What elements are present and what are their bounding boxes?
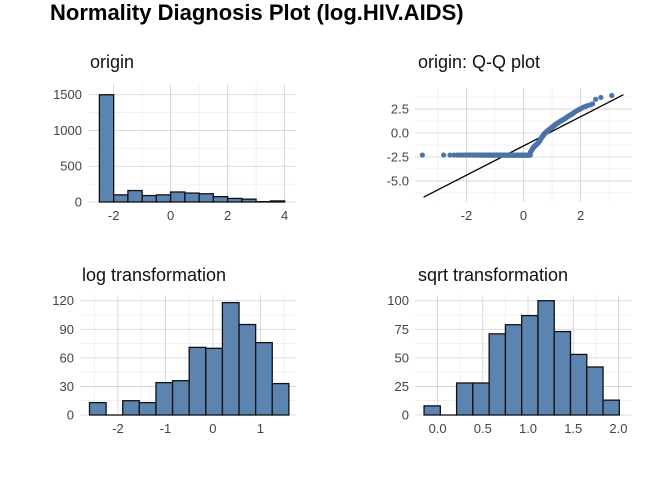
- y-tick-label: 75: [395, 322, 409, 337]
- page-title: Normality Diagnosis Plot (log.HIV.AIDS): [50, 0, 464, 25]
- histogram-bar: [586, 366, 604, 416]
- qq-point: [609, 92, 615, 99]
- histogram-bar: [602, 399, 620, 416]
- y-tick-label: 2.5: [391, 102, 409, 117]
- histogram-bar: [238, 323, 257, 416]
- histogram-bar: [141, 194, 158, 203]
- histogram-bar: [271, 382, 290, 416]
- x-tick-label: 1: [257, 421, 264, 436]
- histogram-bar: [88, 401, 107, 416]
- histogram-bar: [269, 200, 286, 203]
- x-tick-label: 1.5: [564, 421, 582, 436]
- qq-point: [593, 96, 599, 102]
- panel-origin-histogram: origin -2 0 2 4 0 500 1000 1500: [53, 52, 296, 223]
- qq-point: [590, 101, 596, 107]
- panel-title-qq: origin: Q-Q plot: [418, 52, 540, 72]
- histogram-bar: [212, 195, 229, 203]
- panel-origin-qq: origin: Q-Q plot -2 0 2 -5.0 -2.5 0.0 2.5: [387, 52, 632, 223]
- histogram-bar: [205, 347, 224, 416]
- x-tick-label: -2: [112, 421, 124, 436]
- x-tick-label: 0.5: [474, 421, 492, 436]
- histogram-bar: [155, 194, 172, 203]
- histogram-bar: [472, 382, 490, 416]
- x-tick-label: 4: [281, 208, 288, 223]
- y-tick-label: 0: [402, 408, 409, 423]
- histogram-bar: [455, 382, 474, 416]
- y-tick-label: 1500: [53, 87, 82, 102]
- x-tick-label: 0: [167, 208, 174, 223]
- histogram-bar: [138, 401, 157, 416]
- y-tick-label: 25: [395, 379, 409, 394]
- histogram-bar: [537, 300, 555, 416]
- histogram-bar: [127, 189, 143, 203]
- histogram-bar: [198, 193, 215, 203]
- x-tick-label: 1.0: [519, 421, 537, 436]
- histogram-bar: [98, 94, 115, 203]
- qq-reference-line: [423, 94, 624, 198]
- panel-sqrt-histogram: sqrt transformation 0.0 0.5 1.0 1.5 2.0 0 25 50…: [387, 265, 632, 436]
- histogram-bar: [504, 324, 523, 416]
- qq-point: [441, 152, 447, 158]
- y-tick-label: -2.5: [387, 149, 409, 164]
- qq-point: [598, 94, 604, 101]
- x-tick-label: 0: [209, 421, 216, 436]
- histogram-bar: [171, 380, 190, 416]
- y-tick-label: 500: [60, 159, 82, 174]
- y-tick-label: 0: [75, 195, 82, 210]
- qq-point: [419, 152, 425, 158]
- histogram-bar: [122, 400, 140, 416]
- y-tick-label: 100: [387, 293, 409, 308]
- x-tick-label: 0: [520, 208, 527, 223]
- histogram-bar: [553, 330, 572, 416]
- y-tick-label: -5.0: [387, 173, 409, 188]
- x-tick-label: -2: [108, 208, 120, 223]
- qq-point: [447, 152, 453, 158]
- x-tick-label: -1: [160, 421, 172, 436]
- histogram-bar: [241, 198, 257, 203]
- histogram-bar: [569, 353, 588, 416]
- panel-title-log: log transformation: [82, 265, 226, 285]
- histogram-bar: [221, 301, 240, 416]
- histogram-bar: [423, 405, 441, 416]
- x-tick-label: 2: [224, 208, 231, 223]
- panel-title-origin: origin: [90, 52, 134, 72]
- panel-log-histogram: log transformation -2 -1 0 1 0 30 60 90 120: [52, 265, 296, 436]
- histogram-bar: [521, 314, 539, 416]
- y-tick-label: 0: [67, 408, 74, 423]
- histogram-bar: [155, 381, 174, 416]
- histogram-bar: [184, 192, 200, 203]
- y-tick-label: 90: [60, 322, 74, 337]
- x-tick-label: 0.0: [429, 421, 447, 436]
- x-tick-label: -2: [461, 208, 473, 223]
- y-tick-label: 60: [60, 350, 74, 365]
- x-tick-label: 2.0: [609, 421, 627, 436]
- histogram-bar: [254, 341, 273, 416]
- histogram-bar: [226, 197, 243, 203]
- y-tick-label: 120: [52, 293, 74, 308]
- y-tick-label: 1000: [53, 123, 82, 138]
- histogram-bar: [488, 333, 507, 416]
- histogram-bar: [188, 346, 207, 416]
- histogram-bar: [112, 194, 129, 203]
- panel-title-sqrt: sqrt transformation: [418, 265, 568, 285]
- x-tick-label: 2: [577, 208, 584, 223]
- histogram-bar: [169, 191, 186, 203]
- y-tick-label: 30: [60, 379, 74, 394]
- y-tick-label: 0.0: [391, 126, 409, 141]
- y-tick-label: 50: [395, 350, 409, 365]
